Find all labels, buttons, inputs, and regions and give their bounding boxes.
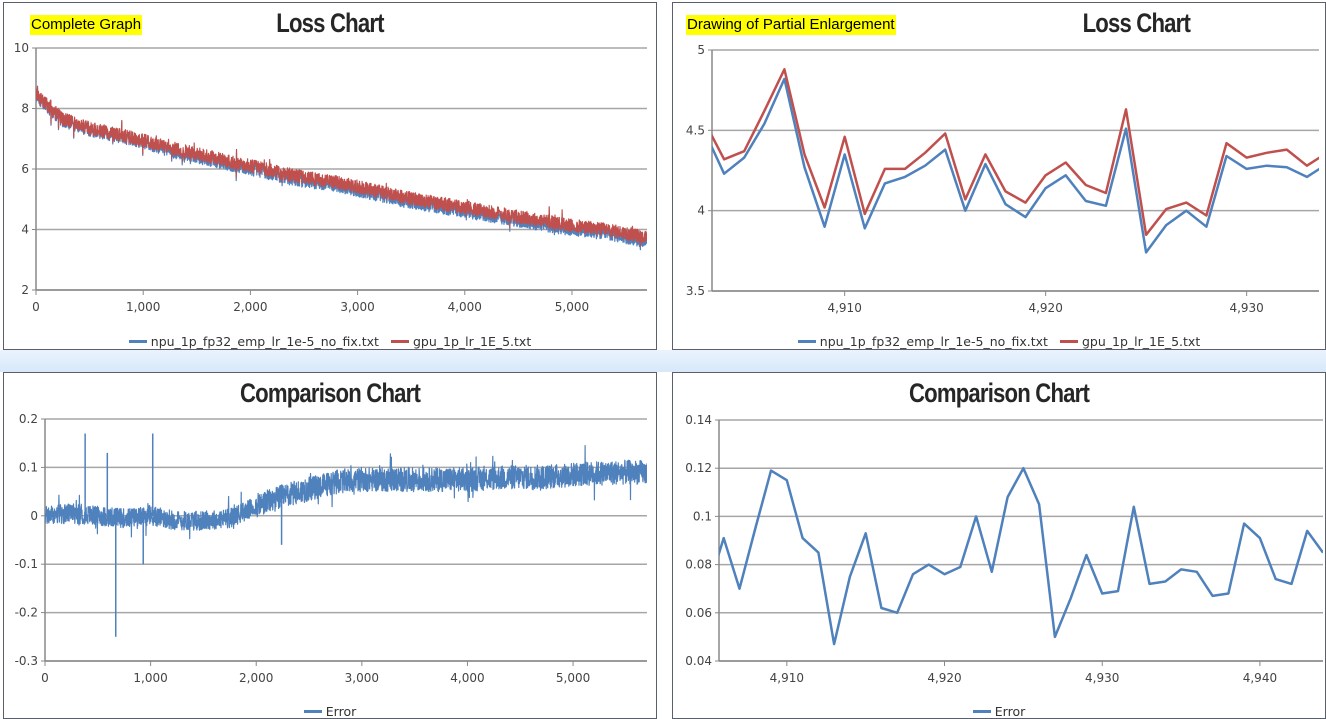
legend-item-gpu[interactable]: gpu_1p_lr_1E_5.txt bbox=[1059, 334, 1200, 349]
x-tick-label: 3,000 bbox=[345, 671, 379, 685]
series-line-error bbox=[719, 466, 1323, 646]
legend-item-error[interactable]: Error bbox=[303, 704, 356, 718]
chart-title: Comparison Chart bbox=[908, 378, 1090, 408]
chart-title: Comparison Chart bbox=[239, 378, 421, 408]
x-tick-label: 2,000 bbox=[239, 671, 273, 685]
loss-chart-zoom-panel: Drawing of Partial Enlargement Loss Char… bbox=[672, 2, 1326, 350]
y-tick-label: 3.5 bbox=[686, 284, 705, 298]
loss-chart-full-panel: Complete Graph Loss Chart 2 4 6 8 10 0 1,000 2,… bbox=[3, 2, 657, 350]
y-tick-label: 0.14 bbox=[685, 413, 712, 427]
y-tick-label: 0.12 bbox=[685, 461, 712, 475]
x-tick-label: 4,920 bbox=[1028, 301, 1062, 315]
chart-title: Loss Chart bbox=[276, 8, 384, 38]
x-tick-label: 1,000 bbox=[126, 300, 160, 314]
legend-item-gpu[interactable]: gpu_1p_lr_1E_5.txt bbox=[390, 334, 531, 349]
y-tick-label: 8 bbox=[21, 102, 29, 116]
x-tick-label: 3,000 bbox=[340, 300, 374, 314]
y-tick-label: 0 bbox=[30, 509, 38, 523]
background-band bbox=[0, 350, 1326, 372]
comparison-chart-full-panel: Comparison Chart -0.3 -0.2 -0.1 0 0.1 0.2 0 1,0… bbox=[3, 372, 657, 719]
series-line-gpu bbox=[36, 85, 647, 247]
x-tick-label: 4,940 bbox=[1243, 671, 1277, 685]
comparison-chart-zoom: 0.04 0.06 0.08 0.1 0.12 0.14 4,910 4,920 4,930 4,… bbox=[685, 413, 1323, 685]
series-line-npu bbox=[712, 77, 1319, 254]
series-line-gpu bbox=[712, 68, 1319, 237]
x-tick-label: 4,910 bbox=[770, 671, 804, 685]
y-tick-label: 0.06 bbox=[685, 606, 712, 620]
y-tick-label: 0.08 bbox=[685, 558, 712, 572]
y-tick-label: 4.5 bbox=[686, 123, 705, 137]
legend-item-npu[interactable]: npu_1p_fp32_emp_lr_1e-5_no_fix.txt bbox=[797, 334, 1048, 349]
legend-swatch bbox=[797, 340, 816, 343]
y-tick-label: 0.04 bbox=[685, 654, 712, 668]
legend-swatch bbox=[303, 710, 322, 713]
legend: npu_1p_fp32_emp_lr_1e-5_no_fix.txt gpu_1… bbox=[4, 331, 656, 349]
x-tick-label: 0 bbox=[41, 671, 49, 685]
x-tick-label: 4,000 bbox=[448, 300, 482, 314]
y-tick-label: -0.1 bbox=[15, 557, 38, 571]
y-tick-label: 2 bbox=[21, 283, 29, 297]
comparison-chart-full: -0.3 -0.2 -0.1 0 0.1 0.2 0 1,000 2,000 3,000 4,000… bbox=[15, 412, 647, 685]
y-tick-label: 0.1 bbox=[693, 509, 712, 523]
legend: Error bbox=[673, 701, 1325, 718]
complete-graph-tag: Complete Graph bbox=[30, 15, 143, 35]
x-tick-label: 5,000 bbox=[556, 671, 590, 685]
loss-chart-full: 2 4 6 8 10 0 1,000 2,000 3,000 4,000 5,000 bbox=[14, 41, 647, 314]
y-tick-label: 6 bbox=[21, 162, 29, 176]
x-tick-label: 4,910 bbox=[827, 301, 861, 315]
y-tick-label: 0.1 bbox=[19, 460, 38, 474]
legend-item-npu[interactable]: npu_1p_fp32_emp_lr_1e-5_no_fix.txt bbox=[128, 334, 379, 349]
chart-title: Loss Chart bbox=[1082, 8, 1191, 38]
legend-swatch bbox=[972, 710, 991, 713]
partial-enlargement-tag: Drawing of Partial Enlargement bbox=[686, 15, 896, 35]
legend-item-error[interactable]: Error bbox=[972, 704, 1025, 718]
x-tick-label: 4,930 bbox=[1085, 671, 1119, 685]
legend-swatch bbox=[128, 340, 147, 343]
legend: Error bbox=[4, 701, 656, 718]
y-tick-label: 4 bbox=[21, 223, 29, 237]
x-tick-label: 4,000 bbox=[450, 671, 484, 685]
y-tick-label: 0.2 bbox=[19, 412, 38, 426]
y-tick-label: 4 bbox=[697, 204, 705, 218]
legend-swatch bbox=[390, 340, 409, 343]
x-tick-label: 1,000 bbox=[133, 671, 167, 685]
x-tick-label: 0 bbox=[32, 300, 40, 314]
y-tick-label: -0.2 bbox=[15, 606, 38, 620]
y-tick-label: 10 bbox=[14, 41, 29, 55]
comparison-chart-zoom-panel: Comparison Chart 0.04 0.06 0.08 0.1 0.12 0.14… bbox=[672, 372, 1326, 719]
legend: npu_1p_fp32_emp_lr_1e-5_no_fix.txt gpu_1… bbox=[673, 331, 1325, 349]
x-tick-label: 5,000 bbox=[555, 300, 589, 314]
x-tick-label: 4,920 bbox=[927, 671, 961, 685]
legend-swatch bbox=[1059, 340, 1078, 343]
loss-chart-zoom: 3.5 4 4.5 5 4,910 4,920 4,930 bbox=[686, 43, 1319, 315]
y-tick-label: -0.3 bbox=[15, 654, 38, 668]
y-tick-label: 5 bbox=[697, 43, 705, 57]
series-line-error bbox=[45, 444, 647, 540]
x-tick-label: 2,000 bbox=[233, 300, 267, 314]
x-tick-label: 4,930 bbox=[1229, 301, 1263, 315]
